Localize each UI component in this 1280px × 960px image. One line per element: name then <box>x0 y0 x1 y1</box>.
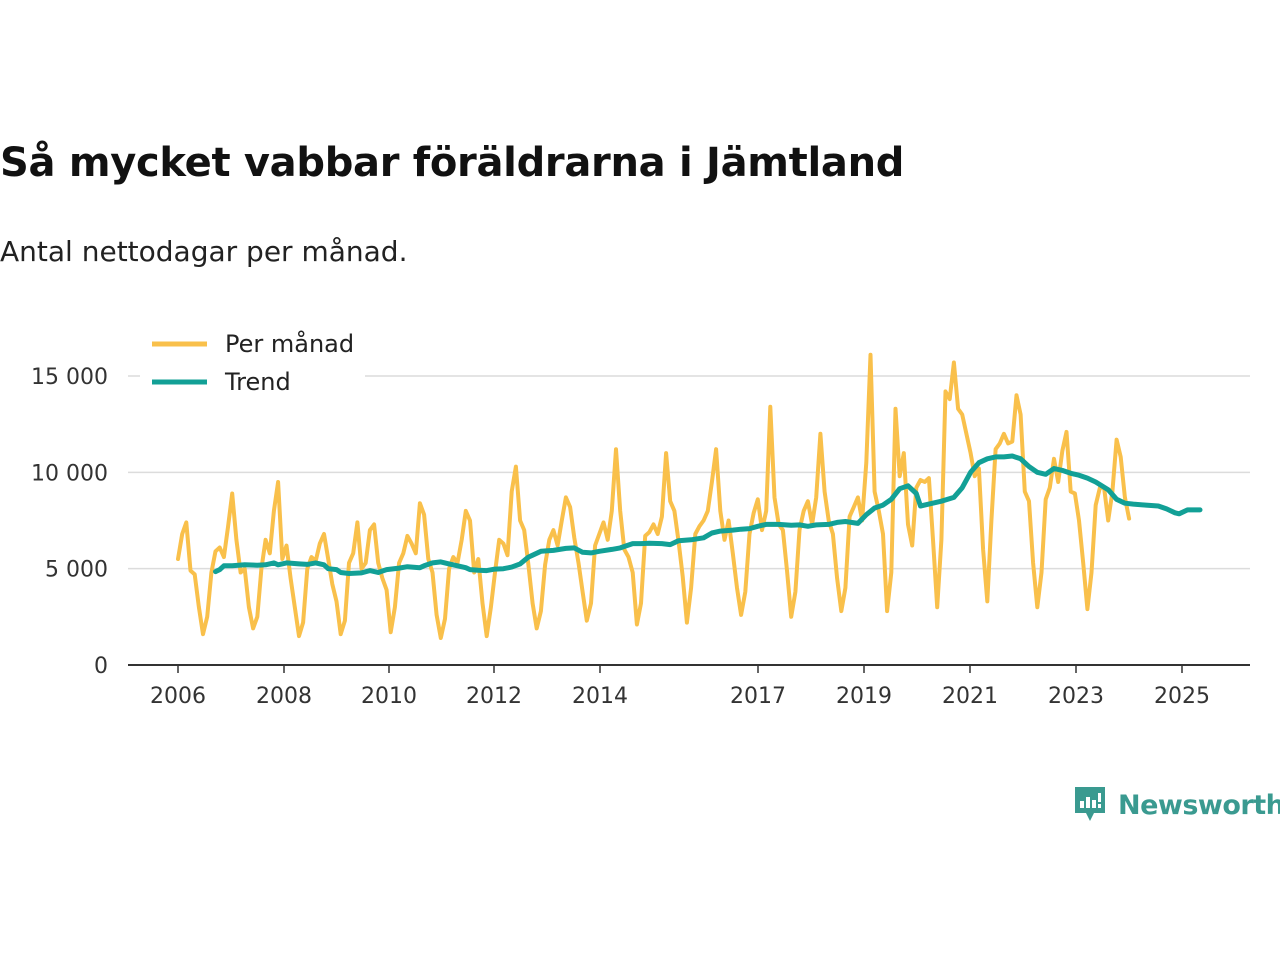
y-tick-label: 10 000 <box>31 461 108 486</box>
brand-name: Newsworthy <box>1118 789 1280 821</box>
x-axis-ticks: 2006 2008 2010 2012 2014 2017 2019 2021 2023 2025 <box>150 665 1210 709</box>
y-tick-label: 15 000 <box>31 365 108 390</box>
x-tick-label: 2025 <box>1154 684 1210 709</box>
y-tick-label: 0 <box>94 654 108 679</box>
chart-title: Så mycket vabbar föräldrarna i Jämtland <box>0 140 905 186</box>
x-tick-label: 2019 <box>836 684 892 709</box>
y-tick-label: 5 000 <box>45 558 108 583</box>
chart-subtitle: Antal nettodagar per månad. <box>0 235 408 268</box>
legend-label: Trend <box>224 368 291 396</box>
series-line-per-manad <box>176 352 1132 640</box>
series-line-trend <box>213 453 1203 576</box>
x-tick-label: 2008 <box>256 684 312 709</box>
x-tick-label: 2014 <box>572 684 628 709</box>
y-axis-ticks: 0 5 000 10 000 15 000 <box>31 365 108 679</box>
x-tick-label: 2012 <box>466 684 522 709</box>
brand: Newsworthy <box>1072 785 1280 825</box>
legend: Per månad Trend <box>140 326 365 402</box>
legend-label: Per månad <box>225 329 354 358</box>
x-tick-label: 2023 <box>1048 684 1104 709</box>
x-tick-label: 2021 <box>942 684 998 709</box>
x-tick-label: 2010 <box>361 684 417 709</box>
legend-background <box>140 326 365 402</box>
series-group <box>176 352 1203 640</box>
x-tick-label: 2006 <box>150 684 206 709</box>
x-tick-label: 2017 <box>730 684 786 709</box>
newsworthy-logo-icon <box>1075 787 1105 821</box>
